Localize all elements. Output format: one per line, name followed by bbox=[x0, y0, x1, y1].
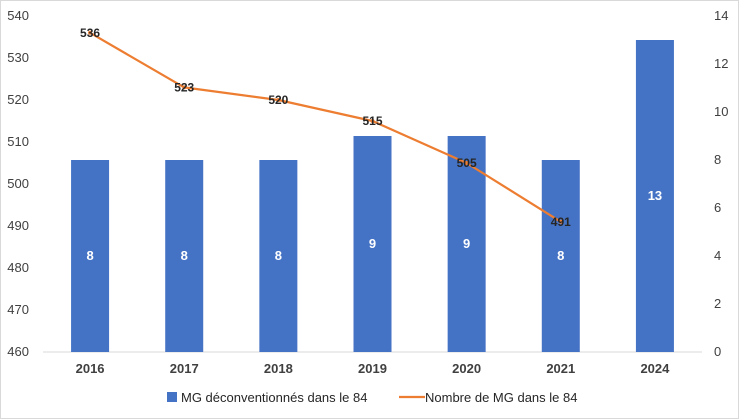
y-left-tick-label: 490 bbox=[7, 218, 29, 233]
bar-data-label: 9 bbox=[463, 236, 470, 251]
bar-data-label: 8 bbox=[275, 248, 282, 263]
y-left-tick-label: 500 bbox=[7, 176, 29, 191]
y-left-tick-label: 470 bbox=[7, 302, 29, 317]
bar-data-label: 8 bbox=[557, 248, 564, 263]
line-point[interactable] bbox=[370, 119, 375, 123]
y-right-tick-label: 8 bbox=[714, 152, 721, 167]
x-tick-label: 2019 bbox=[358, 361, 387, 376]
x-tick-label: 2018 bbox=[264, 361, 293, 376]
bar[interactable] bbox=[71, 160, 110, 352]
line-data-label: 515 bbox=[362, 114, 382, 128]
x-tick-label: 2016 bbox=[76, 361, 105, 376]
y-right-tick-label: 12 bbox=[714, 56, 728, 71]
bar-data-label: 8 bbox=[86, 248, 93, 263]
y-right-tick-label: 0 bbox=[714, 344, 721, 359]
y-left-tick-label: 460 bbox=[7, 344, 29, 359]
line-point[interactable] bbox=[276, 98, 281, 102]
y-right-tick-label: 2 bbox=[714, 296, 721, 311]
y-left-tick-label: 540 bbox=[7, 8, 29, 23]
line-point[interactable] bbox=[182, 85, 187, 90]
y-left-tick-label: 520 bbox=[7, 92, 29, 107]
bar[interactable] bbox=[541, 160, 580, 352]
line-data-label: 523 bbox=[174, 80, 194, 94]
x-tick-label: 2021 bbox=[546, 361, 575, 376]
line-data-label: 536 bbox=[80, 26, 100, 40]
y-left-tick-label: 480 bbox=[7, 260, 29, 275]
line-point[interactable] bbox=[464, 161, 469, 165]
x-tick-label: 2020 bbox=[452, 361, 481, 376]
bar[interactable] bbox=[353, 136, 392, 352]
bar-data-label: 9 bbox=[369, 236, 376, 251]
x-tick-label: 2017 bbox=[170, 361, 199, 376]
legend-line-label: Nombre de MG dans le 84 bbox=[425, 390, 577, 405]
line-data-label: 505 bbox=[457, 156, 477, 170]
line-point[interactable] bbox=[558, 219, 563, 224]
x-tick-label: 2024 bbox=[640, 361, 670, 376]
bar-data-label: 13 bbox=[648, 188, 662, 203]
bar[interactable] bbox=[165, 160, 204, 352]
bar[interactable] bbox=[635, 40, 674, 352]
legend-bar-swatch bbox=[167, 392, 177, 402]
bar[interactable] bbox=[259, 160, 298, 352]
line-point[interactable] bbox=[88, 30, 93, 35]
y-left-tick-label: 530 bbox=[7, 50, 29, 65]
y-right-tick-label: 6 bbox=[714, 200, 721, 215]
bar-data-label: 8 bbox=[181, 248, 188, 263]
line-data-label: 520 bbox=[268, 93, 288, 107]
y-right-tick-label: 14 bbox=[714, 8, 728, 23]
y-right-tick-label: 4 bbox=[714, 248, 721, 263]
line-series[interactable] bbox=[89, 31, 562, 223]
legend-bar-label: MG déconventionnés dans le 84 bbox=[181, 390, 367, 405]
line-data-label: 491 bbox=[551, 215, 571, 229]
y-right-tick-label: 10 bbox=[714, 104, 728, 119]
y-left-tick-label: 510 bbox=[7, 134, 29, 149]
